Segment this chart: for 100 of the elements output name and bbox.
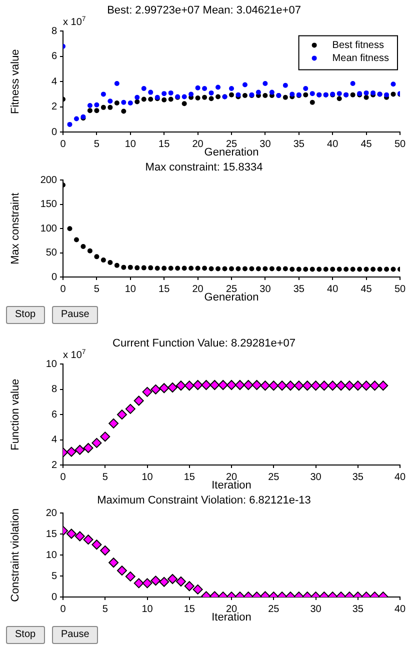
point <box>66 528 76 539</box>
point <box>350 80 356 86</box>
button: Stop <box>6 306 45 324</box>
point <box>116 410 127 420</box>
point <box>285 380 296 391</box>
point <box>141 86 146 92</box>
point <box>121 264 126 270</box>
y-tick-label: 6 <box>51 51 58 62</box>
point <box>277 380 288 391</box>
y-tick-label: 50 <box>46 248 58 259</box>
x-tick-label: 35 <box>352 604 364 615</box>
point <box>201 380 212 390</box>
chart-title: Maximum Constraint Violation: 6.82121e-13 <box>97 494 311 507</box>
point <box>319 380 330 391</box>
point <box>216 84 221 90</box>
point <box>242 82 248 88</box>
point <box>310 380 321 391</box>
x-axis-title: Iteration <box>212 611 252 624</box>
x-tick-label: 0 <box>60 284 66 295</box>
point <box>175 266 180 271</box>
y-tick-label: 10 <box>46 358 58 370</box>
y-tick-label: 2 <box>51 102 58 113</box>
x-tick-label: 10 <box>124 138 136 150</box>
chart-title: Max constraint: 15.8334 <box>145 162 263 174</box>
x-tick-label: 35 <box>293 284 305 295</box>
point <box>262 80 268 86</box>
point <box>108 558 119 568</box>
x-tick-label: 20 <box>192 284 204 295</box>
point <box>229 266 234 272</box>
point <box>195 266 200 271</box>
point <box>182 94 187 100</box>
y-axis-title: Fitness value <box>10 49 22 114</box>
point <box>290 266 295 272</box>
button: Pause <box>52 626 98 644</box>
point <box>282 82 288 88</box>
x-tick-label: 30 <box>310 472 322 483</box>
y-tick-label: 0 <box>51 126 58 138</box>
point <box>121 100 126 105</box>
point <box>92 438 102 448</box>
point <box>74 531 85 542</box>
x-tick-label: 0 <box>60 138 66 150</box>
point <box>336 266 342 272</box>
y-tick-label: 5 <box>51 570 58 582</box>
point <box>67 122 72 127</box>
y-tick-label: 6 <box>51 409 58 420</box>
point <box>162 91 167 96</box>
point <box>87 108 92 114</box>
point <box>384 92 390 98</box>
point <box>108 98 113 104</box>
point <box>390 92 396 97</box>
y-tick-label: 0 <box>51 592 58 603</box>
point <box>162 266 167 271</box>
point <box>168 266 174 271</box>
point <box>80 244 86 250</box>
point <box>268 380 279 391</box>
point <box>168 96 174 102</box>
x-tick-label: 10 <box>142 472 154 483</box>
point <box>134 99 140 104</box>
point <box>114 262 120 268</box>
x-tick-label: 40 <box>394 604 406 615</box>
point <box>83 442 94 453</box>
point <box>262 266 268 272</box>
point <box>148 90 154 95</box>
point <box>294 380 304 391</box>
y-tick-label: 200 <box>40 174 58 186</box>
point <box>316 266 322 272</box>
point <box>242 92 248 98</box>
x-tick-label: 10 <box>142 604 154 615</box>
point <box>195 95 200 100</box>
point <box>336 96 342 102</box>
point <box>361 380 372 391</box>
point <box>108 418 119 428</box>
point <box>141 265 146 270</box>
point <box>100 258 106 263</box>
point <box>310 91 315 96</box>
point <box>74 116 79 122</box>
point <box>168 382 178 393</box>
y-tick-label: 8 <box>51 384 58 396</box>
x-tick-label: 20 <box>192 138 204 150</box>
y-tick-label: 4 <box>51 434 58 446</box>
x-tick-label: 25 <box>268 604 280 615</box>
x-tick-label: 50 <box>394 138 406 150</box>
point <box>195 85 200 90</box>
point <box>310 100 315 105</box>
point <box>94 108 100 114</box>
legend-label: Mean fitness <box>332 52 390 64</box>
button: Stop <box>6 626 45 644</box>
point <box>236 266 241 272</box>
point <box>94 102 100 108</box>
y-axis-title: Function value <box>10 378 22 450</box>
legend-label: Best fitness <box>332 40 384 51</box>
point <box>390 82 396 87</box>
point <box>142 386 152 397</box>
y-axis-title: Constraint violation <box>10 508 22 602</box>
point <box>148 265 154 270</box>
button: Pause <box>52 306 98 324</box>
x-tick-label: 40 <box>327 138 339 150</box>
point <box>74 237 79 242</box>
point <box>229 86 234 92</box>
point <box>344 380 354 391</box>
